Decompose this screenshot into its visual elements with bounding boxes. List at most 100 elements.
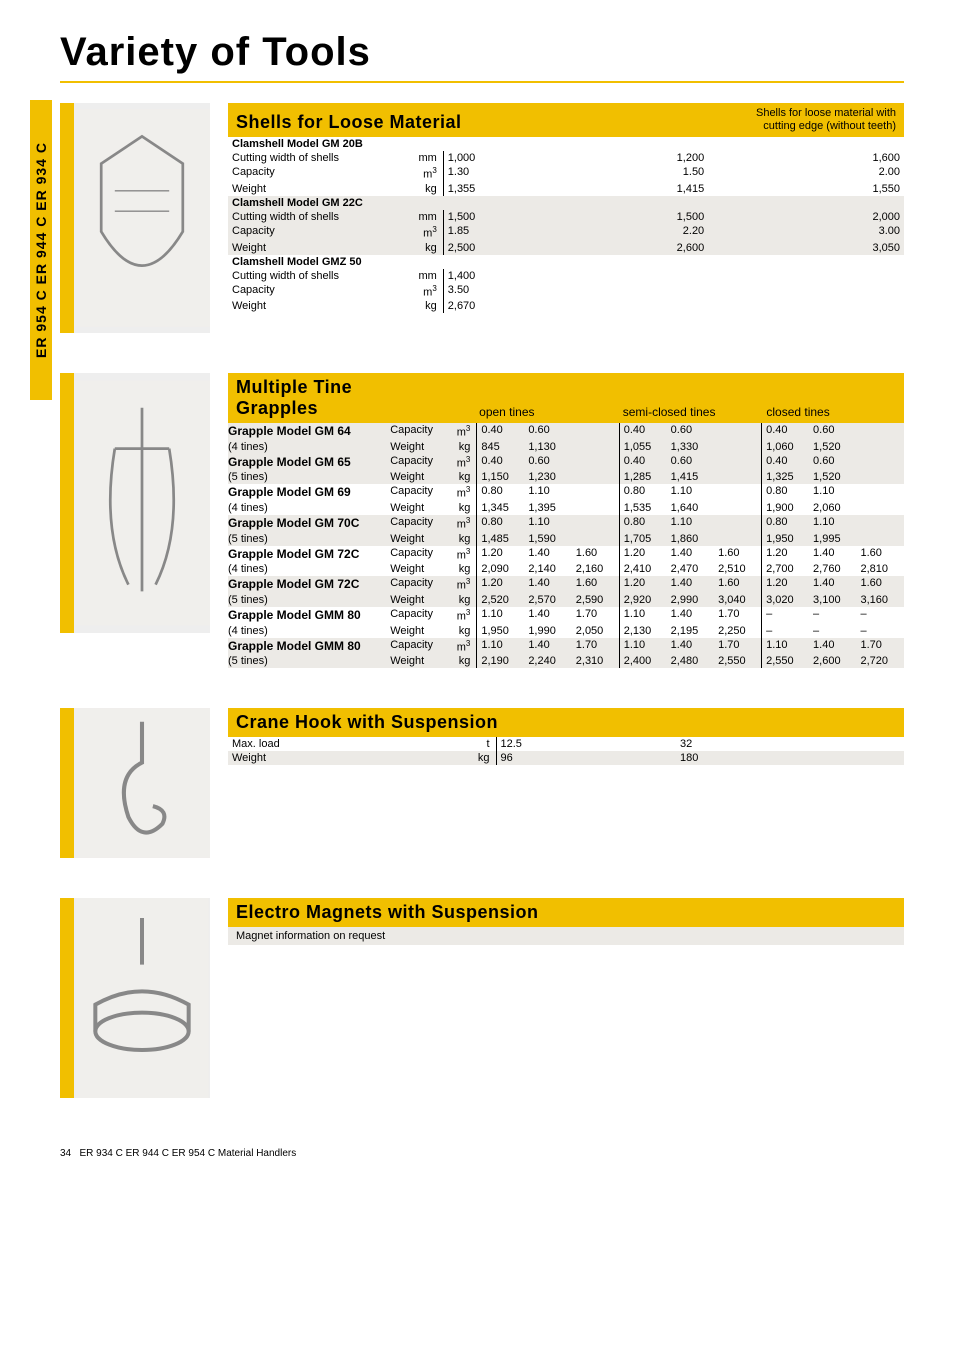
spec-value (714, 501, 761, 515)
spec-unit: kg (447, 532, 477, 546)
spec-label: Capacity (386, 515, 447, 532)
spec-value: 1.20 (619, 576, 666, 593)
magnets-header: Electro Magnets with Suspension (228, 898, 904, 927)
spec-value: 0.80 (619, 515, 666, 532)
spec-value: 1,705 (619, 532, 666, 546)
spec-value: 2,550 (762, 654, 809, 668)
magnets-note-row: Magnet information on request (228, 927, 904, 945)
spec-value (856, 515, 904, 532)
spec-value: 1.10 (524, 515, 571, 532)
spec-value: – (809, 624, 856, 638)
spec-value (714, 515, 761, 532)
spec-label: Capacity (228, 165, 414, 182)
spec-value: 1.40 (524, 546, 571, 563)
spec-value: 1,590 (524, 532, 571, 546)
spec-value: 1.60 (572, 546, 619, 563)
spec-value: 2,130 (619, 624, 666, 638)
spec-value: 1.40 (524, 638, 571, 655)
crane-section: Crane Hook with Suspension Max. loadt12.… (60, 708, 904, 858)
spec-value: 1.60 (856, 546, 904, 563)
spec-value: 1.10 (809, 515, 856, 532)
spec-value: 1.10 (762, 638, 809, 655)
spec-value: 1.40 (667, 607, 714, 624)
spec-value: 2,810 (856, 562, 904, 576)
grapple-model-name: Grapple Model GMM 80 (228, 607, 386, 624)
spec-label: Weight (386, 654, 447, 668)
spec-value: 1,355 (443, 182, 512, 196)
spec-value (856, 501, 904, 515)
spec-value: 0.80 (762, 484, 809, 501)
spec-unit: kg (414, 299, 443, 313)
spec-unit: kg (447, 470, 477, 484)
spec-value (572, 484, 619, 501)
grapple-model-name: Grapple Model GM 72C (228, 546, 386, 563)
spec-value: 1.10 (477, 638, 524, 655)
spec-value: 2,310 (572, 654, 619, 668)
grapple-tines-note: (5 tines) (228, 593, 386, 607)
spec-value: 1.20 (762, 576, 809, 593)
spec-value (708, 269, 904, 283)
spec-value: 2.20 (512, 224, 708, 241)
spec-value (856, 484, 904, 501)
spec-value: 1,640 (667, 501, 714, 515)
spec-value (512, 269, 708, 283)
spec-value: 1,950 (477, 624, 524, 638)
spec-label: Weight (228, 751, 468, 765)
spec-value: 2,500 (443, 241, 512, 255)
spec-unit: kg (447, 593, 477, 607)
spec-unit: t (468, 737, 496, 751)
spec-value: 2,760 (809, 562, 856, 576)
spec-value: 1.60 (572, 576, 619, 593)
spec-value: 1,000 (443, 151, 512, 165)
spec-value: – (762, 624, 809, 638)
spec-unit: kg (447, 440, 477, 454)
spec-value: 1,990 (524, 624, 571, 638)
spec-label: Weight (228, 241, 414, 255)
grapple-model-name: Grapple Model GM 65 (228, 454, 386, 471)
grapple-tines-note: (4 tines) (228, 440, 386, 454)
crane-title: Crane Hook with Suspension (236, 712, 498, 732)
spec-value: 2,550 (714, 654, 761, 668)
spec-label: Cutting width of shells (228, 269, 414, 283)
spec-value (572, 501, 619, 515)
spec-value: 180 (676, 751, 904, 765)
spec-value (856, 423, 904, 440)
spec-value: 0.80 (762, 515, 809, 532)
clamshell-illustration (74, 103, 210, 333)
spec-value: – (856, 607, 904, 624)
spec-value: 3.00 (708, 224, 904, 241)
spec-value: 0.40 (762, 454, 809, 471)
crane-hook-illustration (74, 708, 210, 858)
spec-value: 1.60 (714, 546, 761, 563)
spec-value (708, 299, 904, 313)
magnet-illustration (74, 898, 210, 1098)
spec-value: 2,590 (572, 593, 619, 607)
spec-label: Weight (228, 299, 414, 313)
spec-value (714, 454, 761, 471)
spec-value: 3,160 (856, 593, 904, 607)
spec-value: 1,860 (667, 532, 714, 546)
spec-value: 2,190 (477, 654, 524, 668)
spec-value: 0.60 (524, 454, 571, 471)
spec-label: Capacity (386, 638, 447, 655)
spec-label: Weight (228, 182, 414, 196)
spec-value: 1,535 (619, 501, 666, 515)
title-underline (60, 81, 904, 83)
spec-unit: kg (414, 241, 443, 255)
spec-value: 1.70 (714, 638, 761, 655)
spec-value: 1.10 (667, 515, 714, 532)
spec-unit: m3 (447, 423, 477, 440)
spec-value: 0.40 (477, 423, 524, 440)
spec-label: Capacity (228, 283, 414, 300)
spec-value: 1,485 (477, 532, 524, 546)
spec-unit: m3 (447, 638, 477, 655)
spec-value (714, 484, 761, 501)
page-number: 34 (60, 1148, 71, 1159)
spec-value (572, 454, 619, 471)
grapple-tines-note: (5 tines) (228, 532, 386, 546)
spec-value: 1.40 (667, 546, 714, 563)
spec-value (512, 283, 708, 300)
spec-value: 1,995 (809, 532, 856, 546)
spec-value: 1.20 (619, 546, 666, 563)
spec-value: 1.70 (572, 607, 619, 624)
